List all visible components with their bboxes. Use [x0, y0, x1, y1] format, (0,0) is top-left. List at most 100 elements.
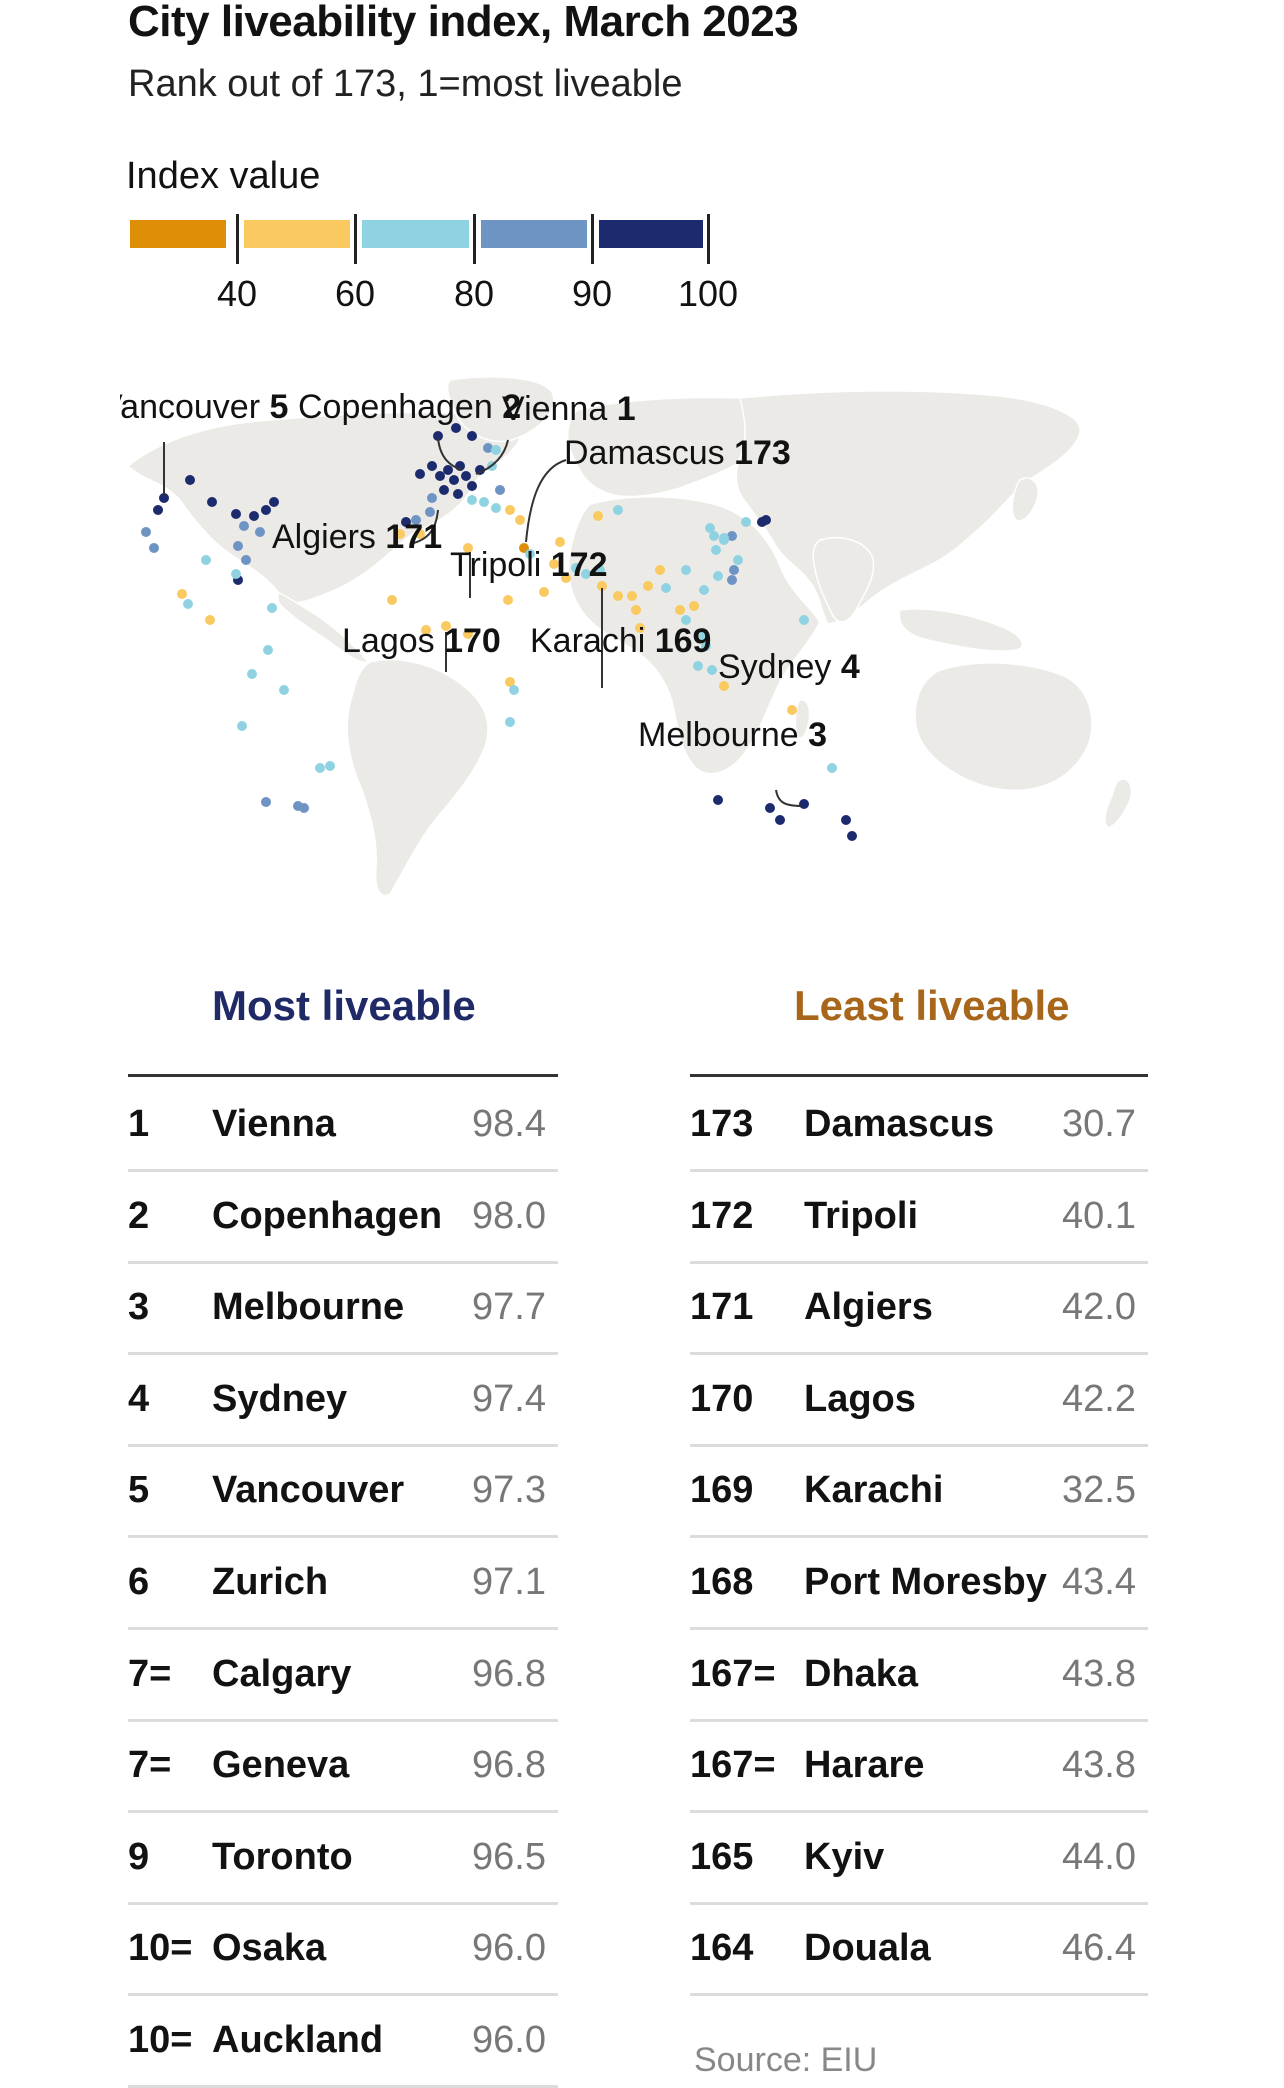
city-dot	[241, 555, 251, 565]
value-cell: 97.3	[472, 1469, 546, 1512]
city-dot	[177, 589, 187, 599]
city-cell: Douala	[804, 1927, 931, 1970]
city-dot	[261, 797, 271, 807]
table-row: 3 Melbourne 97.7	[128, 1263, 558, 1356]
australia-landmass	[914, 662, 1093, 792]
city-dot	[411, 515, 421, 525]
table-row: 168 Port Moresby 43.4	[690, 1538, 1148, 1630]
city-dot	[441, 621, 451, 631]
city-dot	[505, 717, 515, 727]
city-dot	[713, 795, 723, 805]
label-karachi: Karachi 169	[530, 622, 711, 660]
city-cell: Copenhagen	[212, 1194, 443, 1237]
city-dot	[231, 569, 241, 579]
city-dot	[185, 475, 195, 485]
legend-tick-60	[354, 214, 357, 264]
city-dot	[727, 575, 737, 585]
row-separator	[690, 1535, 1148, 1539]
label-vienna: Vienna 1	[502, 390, 636, 428]
city-cell: Sydney	[212, 1377, 348, 1420]
city-dot	[799, 799, 809, 809]
row-separator	[690, 1993, 1148, 1997]
city-dot	[705, 523, 715, 533]
table-row: 6 Zurich 97.1	[128, 1538, 558, 1630]
city-dot	[421, 625, 431, 635]
city-cell: Lagos	[804, 1377, 916, 1420]
city-cell: Tripoli	[804, 1194, 918, 1237]
legend-tick-40	[236, 214, 239, 264]
legend-swatch-3	[362, 220, 469, 248]
city-dot	[539, 587, 549, 597]
city-dot	[707, 665, 717, 675]
value-cell: 30.7	[1062, 1103, 1136, 1145]
city-dot	[701, 641, 711, 651]
city-cell: Harare	[804, 1744, 925, 1787]
row-separator	[128, 1535, 558, 1539]
city-dot	[153, 505, 163, 515]
rank-cell: 164	[690, 1927, 754, 1970]
rank-cell: 171	[690, 1286, 754, 1329]
rank-cell: 5	[128, 1469, 150, 1512]
city-dot	[269, 497, 279, 507]
table-row: 7= Calgary 96.8	[128, 1630, 558, 1722]
rank-cell: 10=	[128, 1927, 193, 1970]
city-dot	[561, 573, 571, 583]
rank-cell: 4	[128, 1377, 150, 1420]
city-dot	[719, 681, 729, 691]
city-dot	[325, 761, 335, 771]
japan-landmass	[1011, 477, 1039, 522]
city-dot	[427, 493, 437, 503]
row-separator	[128, 1352, 558, 1356]
city-dot	[719, 533, 729, 543]
rank-cell: 169	[690, 1469, 754, 1512]
city-dot	[443, 465, 453, 475]
rank-cell: 168	[690, 1561, 754, 1603]
rank-cell: 10=	[128, 2019, 193, 2061]
chart-subtitle: Rank out of 173, 1=most liveable	[128, 63, 683, 105]
city-dot	[713, 571, 723, 581]
city-dot	[675, 605, 685, 615]
southeast-asia-islands	[898, 608, 1024, 652]
chart-title: City liveability index, March 2023	[128, 0, 799, 46]
value-cell: 46.4	[1062, 1927, 1136, 1970]
city-dot	[467, 431, 477, 441]
city-dot	[439, 485, 449, 495]
value-cell: 42.2	[1062, 1377, 1136, 1420]
value-cell: 32.5	[1062, 1469, 1136, 1512]
most-liveable-heading: Most liveable	[212, 982, 476, 1029]
city-dot	[395, 529, 405, 539]
city-dot	[509, 685, 519, 695]
city-cell: Vancouver	[212, 1469, 405, 1512]
city-dot	[315, 763, 325, 773]
rank-cell: 167=	[690, 1652, 776, 1695]
table-row: 172 Tripoli 40.1	[690, 1172, 1148, 1264]
city-dot	[505, 505, 515, 515]
city-dot	[741, 517, 751, 527]
city-dot	[661, 583, 671, 593]
label-tripoli: Tripoli 172	[450, 546, 608, 584]
city-dot	[491, 445, 501, 455]
city-cell: Zurich	[212, 1561, 329, 1603]
value-cell: 97.1	[472, 1561, 546, 1603]
city-dot	[503, 595, 513, 605]
city-dot	[415, 469, 425, 479]
least-liveable-heading: Least liveable	[794, 982, 1070, 1029]
label-algiers: Algiers 171	[272, 518, 442, 556]
least-liveable-table: Least liveable 173 Damascus 30.7 172 Tripoli…	[690, 980, 1148, 2040]
india-landmass	[812, 536, 875, 623]
leader-lines	[163, 437, 803, 807]
city-dot	[231, 509, 241, 519]
legend-swatch-4	[481, 220, 587, 248]
city-dot	[581, 569, 591, 579]
table-row: 4 Sydney 97.4	[128, 1355, 558, 1447]
city-dot	[427, 461, 437, 471]
city-dot	[655, 565, 665, 575]
city-dot	[699, 585, 709, 595]
city-dot	[233, 541, 243, 551]
city-cell: Dhaka	[804, 1652, 919, 1695]
city-dot	[263, 645, 273, 655]
city-dot	[827, 763, 837, 773]
central-america-landmass	[277, 590, 370, 663]
city-dot	[463, 543, 473, 553]
value-cell: 43.4	[1062, 1561, 1136, 1603]
